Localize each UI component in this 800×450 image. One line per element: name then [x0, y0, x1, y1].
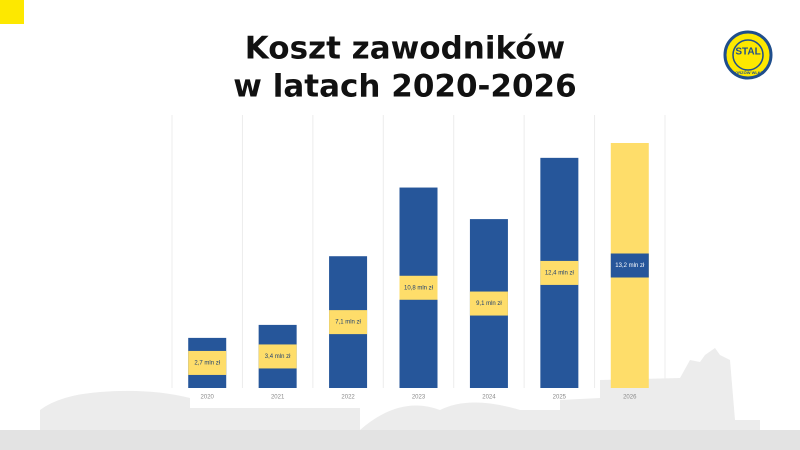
logo-text: STAL [735, 47, 760, 58]
value-label-box [188, 350, 227, 375]
logo-inner [732, 39, 764, 71]
chart-title: w latach 2020-2026 [233, 69, 576, 105]
value-label-box [540, 260, 579, 285]
value-label-box [469, 291, 508, 316]
value-label: 12,4 mln zł [545, 271, 575, 277]
x-tick-label: 2026 [623, 395, 637, 401]
value-label: 3,4 mln zł [265, 354, 291, 360]
x-tick-label: 2022 [341, 395, 355, 401]
logo: STAL GORZÓW WLKP. [723, 30, 773, 80]
value-label-box [399, 275, 438, 300]
chart-title: Koszt zawodników [245, 31, 565, 67]
x-tick-label: 2021 [271, 395, 285, 401]
value-label: 10,8 mln zł [404, 285, 434, 291]
value-label: 13,2 mln zł [615, 263, 645, 269]
logo-subtext: GORZÓW WLKP. [732, 70, 764, 75]
value-label: 9,1 mln zł [476, 301, 502, 307]
x-tick-label: 2024 [482, 395, 496, 401]
value-label-box [610, 253, 649, 278]
value-label-box [258, 344, 297, 369]
value-label: 7,1 mln zł [335, 320, 361, 326]
skyline [0, 348, 800, 450]
value-label-box [329, 310, 368, 335]
x-tick-label: 2020 [201, 395, 215, 401]
x-tick-label: 2023 [412, 395, 426, 401]
x-tick-label: 2025 [553, 395, 567, 401]
value-label: 2,7 mln zł [194, 361, 220, 367]
corner-square [0, 0, 24, 24]
